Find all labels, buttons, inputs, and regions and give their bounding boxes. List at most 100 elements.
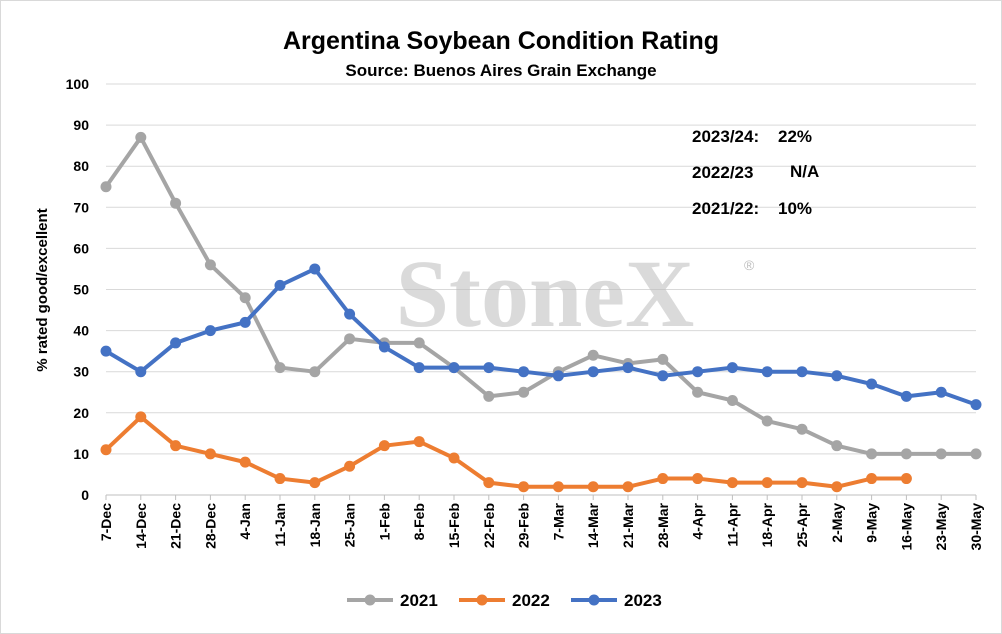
data-point-2022: [204, 448, 216, 460]
data-point-2021: [518, 386, 530, 398]
annotation-2021-22-label: 2021/22:: [692, 199, 759, 218]
series-lines: [100, 131, 982, 493]
data-point-2023: [344, 308, 356, 320]
data-point-2023: [726, 362, 738, 374]
y-tick-label: 70: [73, 199, 89, 215]
data-point-2023: [518, 366, 530, 378]
annotation-2023-24-value: 22%: [778, 127, 812, 146]
x-tick-label: 2-May: [829, 503, 845, 543]
legend-swatch-marker: [364, 594, 376, 606]
y-tick-label: 20: [73, 405, 89, 421]
x-tick-label: 23-May: [933, 503, 949, 551]
data-point-2022: [100, 444, 112, 456]
x-tick-label: 28-Mar: [655, 502, 671, 548]
x-tick-label: 29-Feb: [516, 503, 532, 548]
y-tick-label: 80: [73, 158, 89, 174]
chart-subtitle: Source: Buenos Aires Grain Exchange: [345, 61, 656, 80]
y-tick-label: 10: [73, 446, 89, 462]
x-tick-label: 1-Feb: [376, 503, 392, 540]
data-point-2023: [866, 378, 878, 390]
data-point-2021: [100, 181, 112, 193]
data-point-2021: [761, 415, 773, 427]
data-point-2023: [170, 337, 182, 349]
data-point-2023: [483, 362, 495, 374]
data-point-2023: [657, 370, 669, 382]
x-tick-label: 16-May: [898, 503, 914, 551]
annotation-2023-24-label: 2023/24:: [692, 127, 759, 146]
x-tick-label: 25-Jan: [342, 503, 358, 547]
data-point-2021: [726, 394, 738, 406]
data-point-2021: [309, 366, 321, 378]
data-point-2021: [344, 333, 356, 345]
data-point-2021: [657, 353, 669, 365]
data-point-2023: [935, 386, 947, 398]
data-point-2021: [831, 440, 843, 452]
x-tick-label: 11-Apr: [724, 502, 740, 546]
data-point-2023: [378, 341, 390, 353]
x-tick-label: 14-Dec: [133, 503, 149, 549]
data-point-2023: [100, 345, 112, 357]
data-point-2022: [239, 456, 251, 468]
annotation-2022-23-label: 2022/23: [692, 163, 753, 182]
data-point-2022: [413, 436, 425, 448]
data-point-2021: [935, 448, 947, 460]
watermark-text: StoneX: [396, 240, 695, 347]
x-tick-label: 22-Feb: [481, 503, 497, 548]
x-tick-label: 8-Feb: [411, 503, 427, 540]
data-point-2023: [622, 362, 634, 374]
x-tick-label: 18-Jan: [307, 503, 323, 547]
data-point-2022: [448, 452, 460, 464]
data-point-2023: [309, 263, 321, 275]
x-tick-label: 25-Apr: [794, 502, 810, 547]
data-point-2022: [761, 477, 773, 489]
data-point-2023: [239, 316, 251, 328]
x-tick-label: 21-Mar: [620, 502, 636, 548]
x-tick-label: 21-Dec: [168, 503, 184, 549]
y-tick-label: 60: [73, 240, 89, 256]
x-tick-label: 9-May: [864, 503, 880, 543]
data-point-2023: [204, 325, 216, 337]
annotation-2022-23-value: N/A: [790, 162, 819, 181]
data-point-2023: [448, 362, 460, 374]
y-tick-label: 30: [73, 364, 89, 380]
data-point-2021: [692, 386, 704, 398]
data-point-2021: [970, 448, 982, 460]
data-point-2023: [274, 279, 286, 291]
y-axis-label: % rated good/excellent: [34, 208, 51, 371]
data-point-2023: [587, 366, 599, 378]
series-2023: [100, 263, 982, 411]
x-tick-label: 4-Apr: [690, 502, 706, 539]
data-point-2022: [552, 481, 564, 493]
legend-label: 2021: [400, 591, 438, 610]
data-point-2021: [866, 448, 878, 460]
data-point-2021: [239, 292, 251, 304]
data-point-2022: [866, 473, 878, 485]
watermark-registered-mark: ®: [744, 257, 755, 273]
x-tick-label: 14-Mar: [585, 502, 601, 548]
data-point-2023: [692, 366, 704, 378]
x-tick-label: 18-Apr: [759, 502, 775, 547]
data-point-2022: [135, 411, 147, 423]
data-point-2022: [657, 473, 669, 485]
series-2022: [100, 411, 912, 493]
data-point-2022: [692, 473, 704, 485]
season-annotations: 2023/24: 22% 2022/23 N/A 2021/22: 10%: [692, 127, 819, 218]
data-point-2022: [831, 481, 843, 493]
data-point-2022: [518, 481, 530, 493]
data-point-2023: [831, 370, 843, 382]
x-tick-label: 7-Dec: [98, 503, 114, 541]
x-tick-label: 7-Mar: [550, 502, 566, 540]
x-tick-label: 30-May: [968, 503, 984, 551]
legend-label: 2023: [624, 591, 662, 610]
data-point-2021: [135, 131, 147, 143]
data-point-2022: [344, 460, 356, 472]
data-point-2022: [622, 481, 634, 493]
data-point-2021: [274, 362, 286, 374]
series-line-2023: [104, 266, 977, 407]
legend: 2021 2022 2023: [347, 591, 662, 610]
data-point-2021: [170, 197, 182, 209]
legend-label: 2022: [512, 591, 550, 610]
legend-swatch-marker: [476, 594, 488, 606]
data-point-2021: [483, 390, 495, 402]
